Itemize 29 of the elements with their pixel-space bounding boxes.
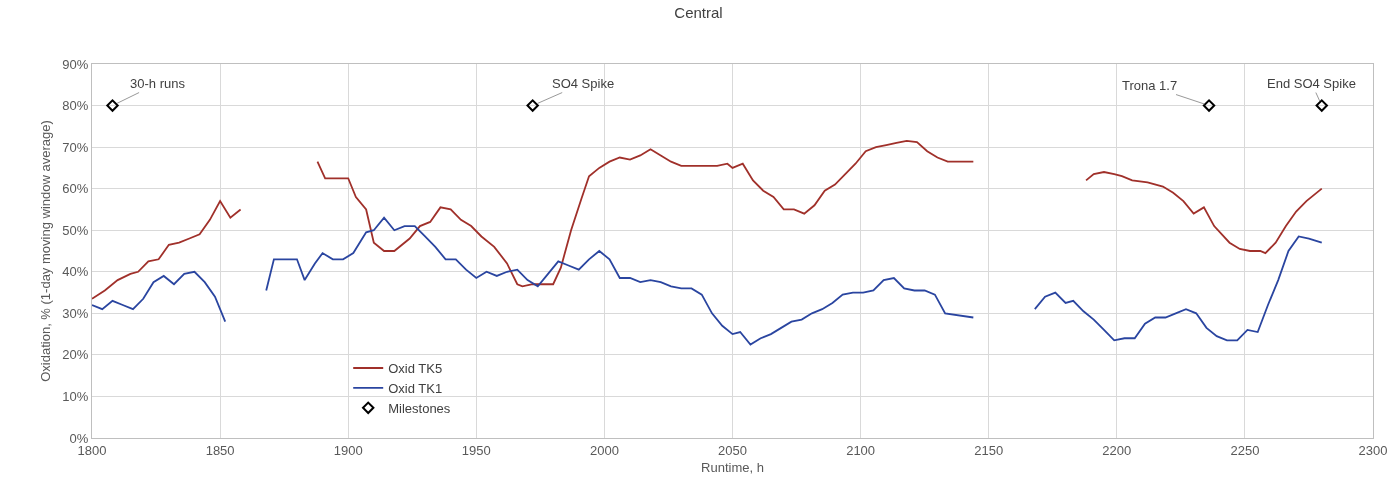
x-tick-label: 2200 xyxy=(1102,442,1132,458)
x-tick-label: 2150 xyxy=(974,442,1004,458)
x-tick-label: 2100 xyxy=(846,442,876,458)
legend-label: Oxid TK5 xyxy=(388,361,443,377)
x-axis-title: Runtime, h xyxy=(701,460,764,476)
y-tick-label: 90% xyxy=(62,56,89,72)
y-tick-label: 80% xyxy=(62,98,89,114)
y-tick-label: 10% xyxy=(62,388,89,404)
legend-label: Milestones xyxy=(388,400,451,416)
annotation: SO4 Spike xyxy=(552,76,615,91)
y-tick-label: 30% xyxy=(62,305,89,321)
x-tick-label: 2000 xyxy=(589,442,619,458)
x-tick-label: 1900 xyxy=(333,442,363,458)
annotation: Trona 1.7 xyxy=(1122,78,1178,93)
x-tick-label: 2050 xyxy=(718,442,747,458)
x-tick-label: 1950 xyxy=(461,442,491,458)
annotation: End SO4 Spike xyxy=(1267,76,1356,91)
y-axis-title: Oxidation, % (1-day moving window average) xyxy=(38,120,54,382)
legend-label: Oxid TK1 xyxy=(388,380,443,396)
y-tick-label: 40% xyxy=(62,264,89,280)
x-tick-label: 1850 xyxy=(205,442,235,458)
chart-title: Central xyxy=(674,3,723,21)
x-tick-label: 2300 xyxy=(1358,442,1388,458)
y-tick-label: 50% xyxy=(62,222,89,238)
y-tick-label: 60% xyxy=(62,181,89,197)
annotation: 30-h runs xyxy=(130,76,186,91)
y-tick-label: 70% xyxy=(62,139,89,155)
y-tick-label: 20% xyxy=(62,347,89,363)
x-tick-label: 2250 xyxy=(1230,442,1260,458)
